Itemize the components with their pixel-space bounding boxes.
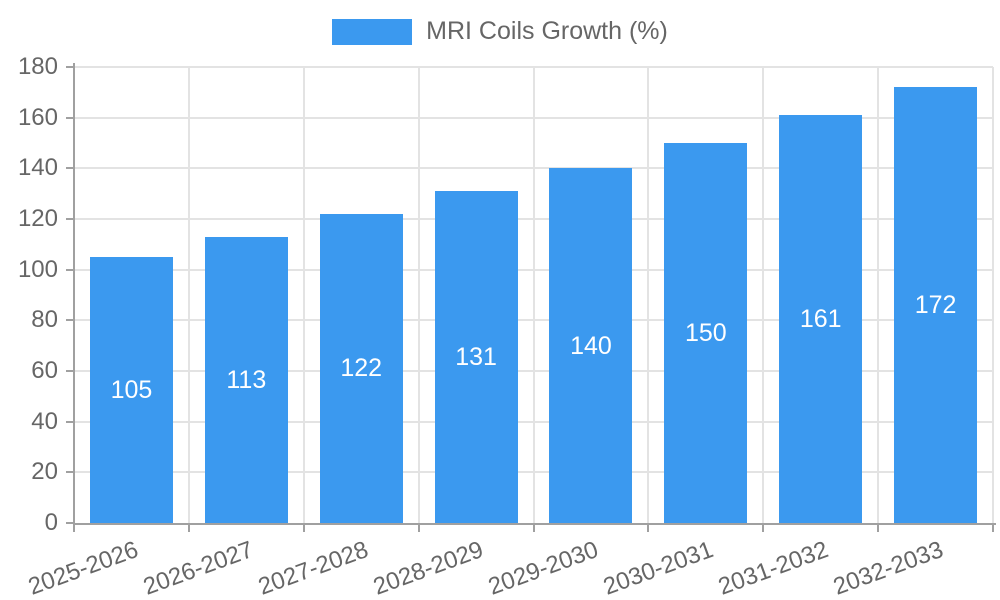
x-gridline [417,67,420,523]
y-tick-label: 160 [17,103,58,131]
x-gridline [762,67,765,523]
bar[interactable] [204,236,288,523]
x-axis-line [73,523,996,525]
x-tick-mark [762,523,765,532]
bar-value-label: 105 [110,376,153,404]
bar[interactable] [664,143,748,523]
x-gridline [302,67,305,523]
x-tick-mark [187,523,190,532]
bar[interactable] [89,257,173,523]
y-tick-mark [66,167,74,170]
y-tick-mark [66,370,74,372]
x-gridline [877,67,880,523]
x-gridline [992,67,994,523]
y-tick-mark [66,116,74,119]
x-gridline [647,67,650,523]
y-tick-mark [66,471,74,474]
bar-value-label: 140 [570,331,612,360]
bar[interactable] [779,115,863,523]
bar[interactable] [434,191,518,523]
y-axis-line [73,63,75,524]
y-tick-label: 80 [31,306,58,334]
bar[interactable] [549,168,633,523]
y-tick-label: 100 [17,255,58,283]
legend-item[interactable]: MRI Coils Growth (%) [0,17,1000,46]
bar-value-label: 172 [914,291,957,320]
y-tick-label: 140 [17,154,58,182]
y-tick-label: 60 [31,357,58,384]
bar-value-label: 131 [455,343,497,372]
x-tick-mark [647,523,650,532]
x-tick-mark [417,523,420,532]
legend-swatch-icon [332,18,413,45]
legend-label: MRI Coils Growth (%) [426,17,668,45]
bar-value-label: 150 [684,319,727,347]
bar-value-label: 113 [226,365,267,394]
y-tick-mark [66,420,74,423]
y-tick-label: 120 [17,205,58,232]
y-tick-label: 20 [31,458,58,486]
x-gridline [187,67,190,523]
y-tick-mark [66,268,74,271]
y-tick-mark [66,218,74,220]
x-tick-mark [302,523,305,532]
y-tick-label: 0 [44,509,58,536]
x-tick-mark [877,523,880,532]
x-gridline [532,67,535,523]
y-tick-mark [66,66,74,68]
x-tick-mark [992,523,994,532]
x-tick-mark [73,523,75,532]
y-tick-mark [66,522,74,524]
x-tick-mark [532,523,535,532]
bar[interactable] [894,87,978,523]
y-tick-label: 40 [31,407,58,435]
bar-value-label: 122 [340,354,383,383]
y-tick-label: 180 [17,53,58,80]
bar-value-label: 161 [799,305,842,334]
bar[interactable] [319,213,403,523]
y-tick-mark [66,319,74,322]
